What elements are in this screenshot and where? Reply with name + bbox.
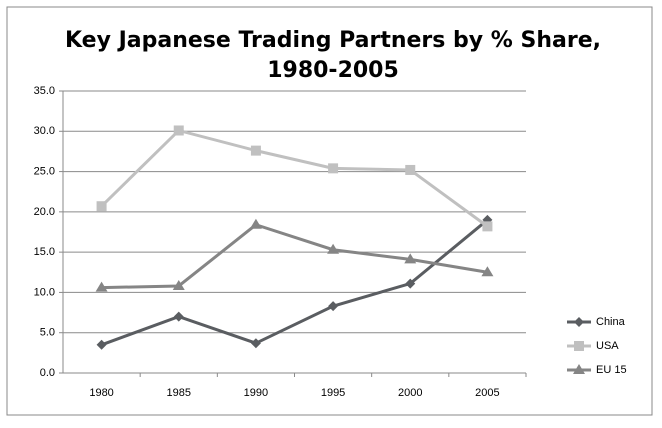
marker [481, 266, 494, 277]
legend-marker [574, 317, 584, 327]
y-tick-label: 35.0 [34, 85, 55, 97]
y-tick-label: 25.0 [34, 165, 55, 177]
marker [96, 201, 107, 212]
marker [173, 125, 184, 136]
legend-marker [573, 364, 585, 374]
marker [250, 338, 261, 349]
x-tick-label: 2000 [398, 387, 422, 399]
y-tick-label: 15.0 [34, 246, 55, 258]
y-tick-label: 20.0 [34, 206, 55, 218]
marker [96, 339, 107, 350]
chart-subtitle: 1980-2005 [267, 58, 399, 83]
marker [328, 301, 339, 312]
legend-label: China [596, 316, 626, 328]
x-tick-label: 2005 [475, 387, 499, 399]
marker [250, 145, 261, 156]
legend-label: USA [596, 340, 619, 352]
series-line [100, 128, 489, 228]
marker [404, 253, 417, 264]
chart-border [6, 6, 653, 416]
marker [95, 281, 108, 292]
marker [405, 278, 416, 289]
y-tick-label: 30.0 [34, 125, 55, 137]
series-line [101, 218, 489, 347]
marker [172, 279, 185, 290]
chart-title: Key Japanese Trading Partners by % Share… [65, 28, 601, 53]
marker [405, 164, 416, 175]
x-tick-label: 1990 [244, 387, 268, 399]
x-tick-label: 1985 [167, 387, 191, 399]
marker [328, 163, 339, 174]
y-tick-label: 0.0 [40, 367, 55, 379]
y-tick-label: 5.0 [40, 327, 55, 339]
marker [249, 218, 262, 229]
x-tick-label: 1980 [89, 387, 113, 399]
series-line [101, 223, 488, 290]
y-tick-label: 10.0 [34, 286, 55, 298]
marker [482, 221, 493, 232]
x-tick-label: 1995 [321, 387, 345, 399]
marker [173, 311, 184, 322]
legend-label: EU 15 [596, 364, 627, 376]
legend-marker [574, 341, 584, 351]
marker [327, 243, 340, 254]
